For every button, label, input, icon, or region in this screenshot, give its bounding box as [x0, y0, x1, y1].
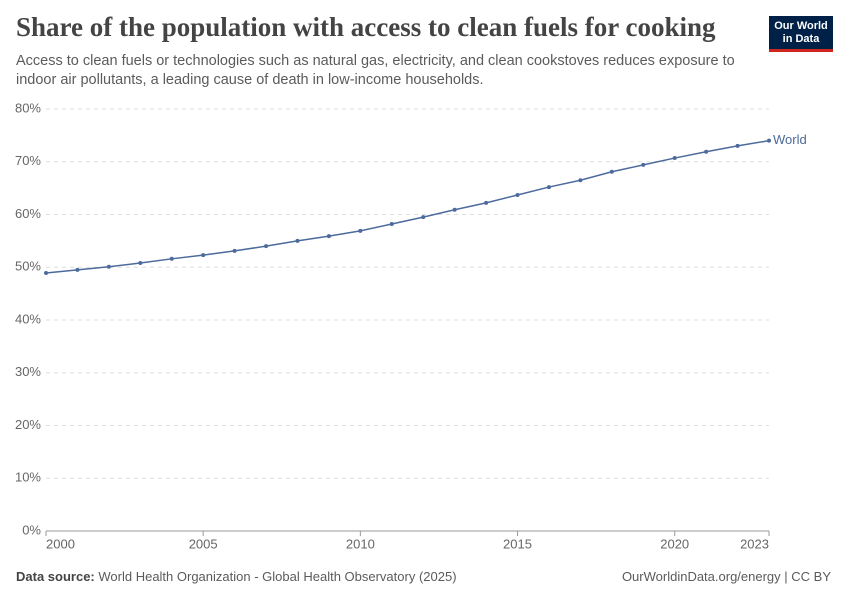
source-text: World Health Organization - Global Healt…: [98, 569, 457, 584]
point: [358, 228, 363, 233]
point: [106, 264, 111, 269]
x-tick-label: 2005: [189, 536, 218, 551]
chart-title: Share of the population with access to c…: [16, 12, 716, 42]
point: [672, 156, 677, 161]
point: [452, 207, 457, 212]
point: [546, 185, 551, 190]
chart-subtitle: Access to clean fuels or technologies su…: [16, 53, 735, 88]
y-tick-label: 70%: [15, 153, 41, 168]
point: [421, 215, 426, 220]
y-tick-label: 30%: [15, 364, 41, 379]
point: [295, 238, 300, 243]
point: [735, 143, 740, 148]
x-tick-label: 2010: [346, 536, 375, 551]
y-tick-label: 20%: [15, 417, 41, 432]
point: [389, 221, 394, 226]
point: [201, 253, 206, 258]
series-label: World: [773, 132, 807, 147]
point: [326, 234, 331, 239]
point: [264, 244, 269, 249]
point: [767, 138, 771, 143]
x-tick-label: 2023: [740, 536, 769, 551]
point: [138, 261, 143, 266]
point: [578, 178, 583, 183]
credit[interactable]: OurWorldinData.org/energy | CC BY: [621, 569, 831, 584]
logo[interactable]: Our World in Data: [769, 16, 833, 52]
point: [169, 256, 174, 261]
y-tick-label: 40%: [15, 311, 41, 326]
logo-text: Our World: [774, 20, 828, 32]
logo-text: in Data: [782, 33, 820, 45]
point: [641, 162, 646, 167]
y-tick-label: 10%: [15, 470, 41, 485]
point: [44, 271, 48, 276]
line: [45, 139, 770, 274]
y-tick-label: 50%: [15, 259, 41, 274]
source-label: Data source:: [16, 569, 95, 584]
point: [75, 267, 80, 272]
x-tick-label: 2015: [503, 536, 532, 551]
source: Data source: World Health Organization -…: [16, 569, 457, 584]
point: [704, 149, 709, 154]
x-tick-label: 2000: [46, 536, 75, 551]
point: [232, 248, 237, 253]
point: [484, 200, 489, 205]
y-tick-label: 60%: [15, 206, 41, 221]
y-tick-label: 80%: [15, 100, 41, 115]
x-tick-label: 2020: [660, 536, 689, 551]
y-tick-label: 0%: [22, 522, 41, 537]
point: [515, 192, 520, 197]
point: [609, 169, 614, 174]
chart: 0% 10% 20% 30% 40% 50% 60% 70% 80% 2000 2005 2010 20…: [15, 100, 807, 551]
